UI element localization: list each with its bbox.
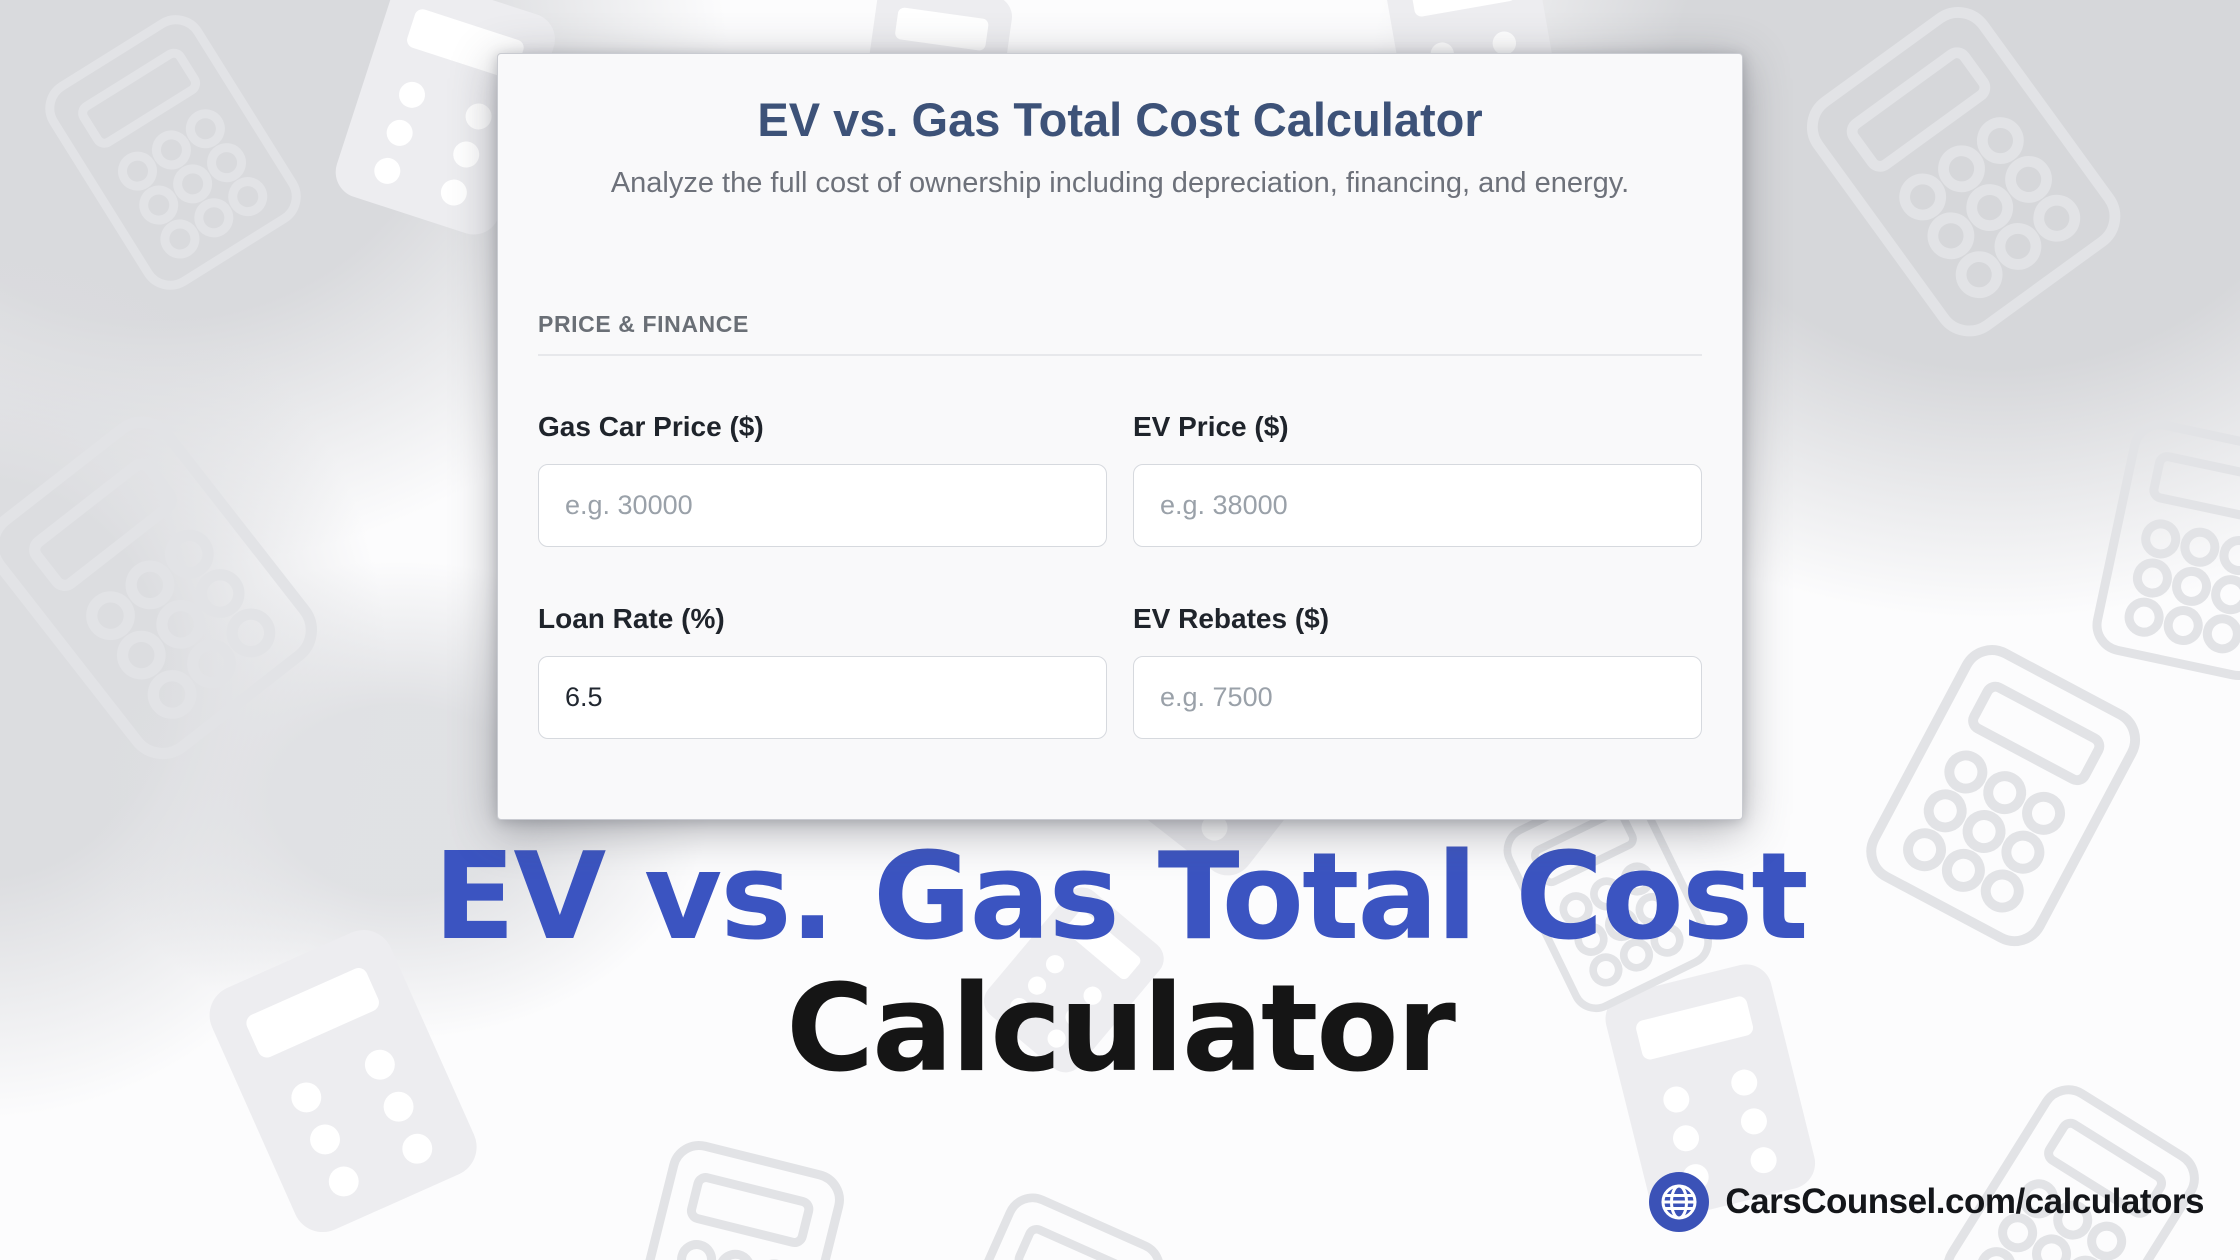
ev-price-input[interactable] [1133, 463, 1702, 547]
ev-rebates-input[interactable] [1133, 655, 1702, 739]
field-gas-car-price: Gas Car Price ($) [538, 410, 1107, 547]
site-badge: CarsCounsel.com/calculators [1649, 1172, 2204, 1232]
promo-headline: EV vs. Gas Total Cost Calculator [0, 832, 2240, 1096]
globe-icon [1649, 1172, 1710, 1232]
headline-line-2: Calculator [786, 960, 1456, 1099]
site-url-text: CarsCounsel.com/calculators [1725, 1182, 2204, 1221]
price-finance-fields: Gas Car Price ($) EV Price ($) Loan Rate… [538, 410, 1702, 739]
field-ev-price: EV Price ($) [1133, 410, 1702, 547]
headline-line-1: EV vs. Gas Total Cost [433, 828, 1808, 967]
ev-rebates-label: EV Rebates ($) [1133, 602, 1330, 634]
loan-rate-input[interactable] [538, 655, 1107, 739]
card-subtitle: Analyze the full cost of ownership inclu… [610, 167, 1630, 199]
field-loan-rate: Loan Rate (%) [538, 602, 1107, 739]
calculator-card: EV vs. Gas Total Cost Calculator Analyze… [497, 53, 1743, 820]
gas-car-price-input[interactable] [538, 463, 1107, 547]
card-title: EV vs. Gas Total Cost Calculator [757, 93, 1483, 146]
field-ev-rebates: EV Rebates ($) [1133, 602, 1702, 739]
section-divider [538, 353, 1702, 356]
loan-rate-label: Loan Rate (%) [538, 602, 725, 634]
ev-price-label: EV Price ($) [1133, 410, 1289, 442]
gas-car-price-label: Gas Car Price ($) [538, 410, 764, 442]
price-finance-section-label: PRICE & FINANCE [538, 310, 749, 337]
